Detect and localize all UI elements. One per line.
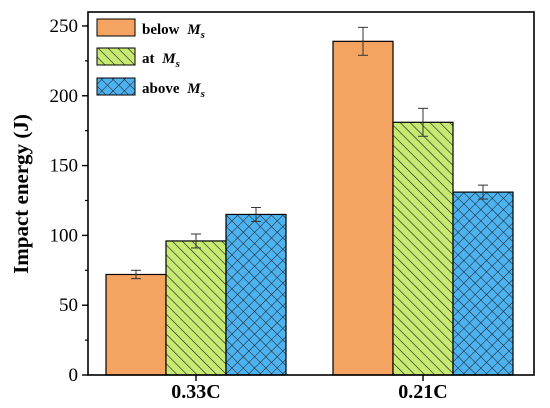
plot-frame <box>87 11 535 376</box>
legend-label-above: above Ms <box>142 81 205 100</box>
plot-area <box>105 26 514 376</box>
bar-below-0_33C <box>105 273 167 376</box>
y-tick-label: 50 <box>59 295 78 316</box>
y-tick-label: 250 <box>50 16 79 37</box>
legend: below Ms at Ms above Ms <box>96 18 205 100</box>
legend-label-below: below Ms <box>142 22 205 41</box>
bar-below-0_21C <box>332 40 394 376</box>
legend-label-at: at Ms <box>142 51 180 70</box>
y-tick-label: 100 <box>50 225 79 246</box>
x-tick-label: 0.33C <box>171 381 220 403</box>
bar-at-0_21C <box>392 121 454 376</box>
legend-swatch-above <box>96 77 136 96</box>
y-tick-label: 0 <box>69 365 79 386</box>
bar-above-0_33C <box>225 213 287 376</box>
legend-swatch-below <box>96 18 136 37</box>
x-tick-label: 0.21C <box>398 381 447 403</box>
bar-above-0_21C <box>452 191 514 376</box>
y-axis-label: Impact energy (J) <box>9 114 33 274</box>
bar-at-0_33C <box>165 240 227 376</box>
y-tick-label: 150 <box>50 156 79 177</box>
legend-swatch-at <box>96 47 136 66</box>
y-tick-label: 200 <box>50 86 79 107</box>
